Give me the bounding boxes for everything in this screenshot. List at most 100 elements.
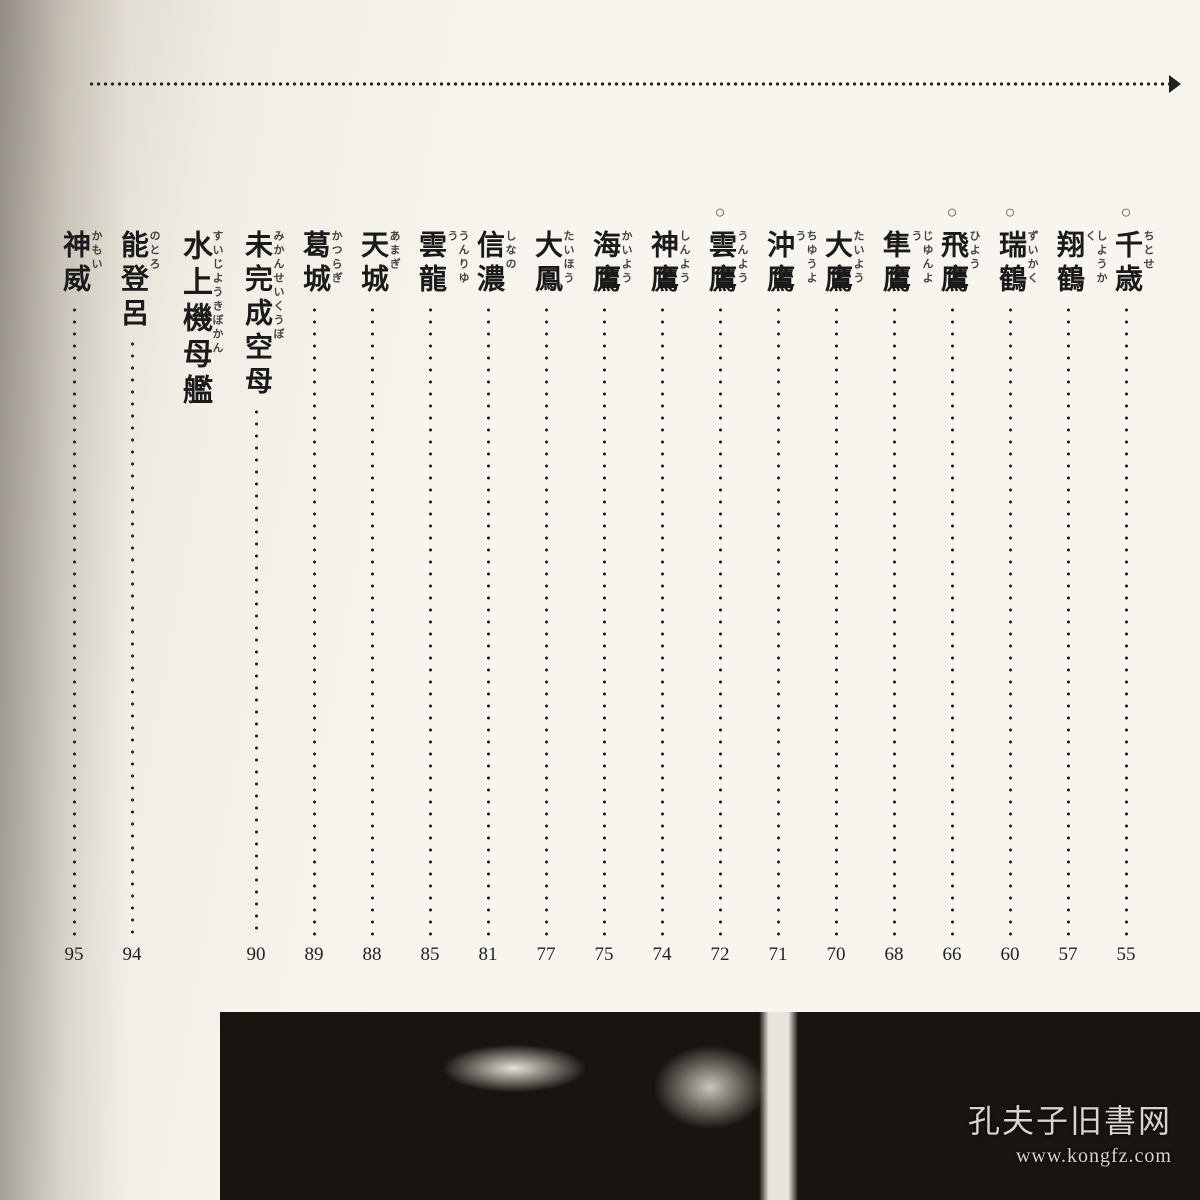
entry-kanji: 海鷹かいよう — [590, 230, 618, 298]
entry-kanji: 葛城かつらぎ — [300, 230, 328, 298]
entry-furigana: しようかく — [1084, 230, 1106, 298]
entry-page-number: 75 — [595, 944, 614, 966]
entry-page-number: 85 — [421, 944, 440, 966]
entry-furigana: ちとせ — [1142, 230, 1153, 272]
entry-furigana: かつらぎ — [330, 230, 341, 286]
watermark-url: www.kongfz.com — [968, 1143, 1172, 1170]
toc-entry: 海鷹かいよう 75 — [580, 230, 628, 966]
entry-kanji: 千歳ちとせ — [1112, 230, 1140, 298]
entry-page-number: 77 — [537, 944, 556, 966]
entry-mark: ○ — [947, 202, 958, 223]
entry-furigana: しんよう — [678, 230, 689, 286]
entry-furigana: かもい — [90, 230, 101, 272]
watermark: 孔夫子旧書网 www.kongfz.com — [968, 1100, 1172, 1170]
entry-page-number: 60 — [1001, 944, 1020, 966]
entry-kanji: 信濃しなの — [474, 230, 502, 298]
entry-kanji: 飛鷹ひよう — [938, 230, 966, 298]
toc-entry: 大鷹たいよう 70 — [812, 230, 860, 966]
entry-kanji: 雲鷹うんよう — [706, 230, 734, 298]
entry-page-number: 89 — [305, 944, 324, 966]
leader-dots — [108, 332, 156, 936]
toc-entry: ○雲鷹うんよう72 — [696, 230, 744, 966]
leader-dots — [580, 298, 628, 936]
entry-kanji: 水上機母艦すいじようきぼかん — [179, 230, 209, 410]
entry-furigana: うんりゆう — [446, 230, 468, 298]
entry-furigana: かいよう — [620, 230, 631, 286]
entry-page-number: 66 — [943, 944, 962, 966]
watermark-text: 孔夫子旧書网 — [968, 1100, 1172, 1143]
toc-entry: 神鷹しんよう 74 — [638, 230, 686, 966]
entry-page-number: 94 — [123, 944, 142, 966]
entry-furigana: しなの — [504, 230, 515, 272]
entry-page-number: 74 — [653, 944, 672, 966]
toc-entry: 隼鷹じゆんよう68 — [870, 230, 918, 966]
entry-furigana: ちゆうよう — [794, 230, 816, 298]
entry-furigana: たいよう — [852, 230, 863, 286]
entry-kanji: 未完成空母みかんせいくうぼ — [242, 230, 270, 400]
entry-mark: ○ — [1121, 202, 1132, 223]
entry-page-number: 57 — [1059, 944, 1078, 966]
entry-page-number: 90 — [247, 944, 266, 966]
leader-dots — [1102, 298, 1150, 936]
entry-page-number: 55 — [1117, 944, 1136, 966]
entry-kanji: 大鷹たいよう — [822, 230, 850, 298]
toc-entry: ○瑞鶴ずいかく60 — [986, 230, 1034, 966]
leader-dots — [1044, 298, 1092, 936]
entry-page-number: 70 — [827, 944, 846, 966]
entry-page-number: 81 — [479, 944, 498, 966]
entry-kanji: 雲龍うんりゆう — [416, 230, 444, 298]
leader-dots — [290, 298, 338, 936]
toc-entry: 大鳳たいほう 77 — [522, 230, 570, 966]
leader-dots — [522, 298, 570, 936]
toc-entry: 未完成空母みかんせいくうぼ 90 — [232, 230, 280, 966]
entry-page-number: 88 — [363, 944, 382, 966]
entry-page-number: 71 — [769, 944, 788, 966]
entry-furigana: ひよう — [968, 230, 979, 272]
entry-furigana: うんよう — [736, 230, 747, 286]
toc-entry: 能登呂のとろ 94 — [108, 230, 156, 966]
entry-kanji: 隼鷹じゆんよう — [880, 230, 908, 298]
entry-kanji: 能登呂のとろ — [118, 230, 146, 332]
table-of-contents: ○千歳ちとせ55翔鶴しようかく57○瑞鶴ずいかく60○飛鷹ひよう66隼鷹じゆんよ… — [0, 230, 1200, 966]
toc-entry: 翔鶴しようかく 57 — [1044, 230, 1092, 966]
leader-dots — [754, 298, 802, 936]
entry-furigana: ずいかく — [1026, 230, 1037, 286]
toc-entry: 天城あまぎ 88 — [348, 230, 396, 966]
entry-furigana: あまぎ — [388, 230, 399, 272]
entry-mark: ○ — [715, 202, 726, 223]
leader-dots — [464, 298, 512, 936]
leader-dots — [50, 298, 98, 936]
bottom-photo: 孔夫子旧書网 www.kongfz.com — [220, 1012, 1200, 1200]
toc-entry: 沖鷹ちゆうよう 71 — [754, 230, 802, 966]
entry-kanji: 大鳳たいほう — [532, 230, 560, 298]
toc-entry: 雲龍うんりゆう 85 — [406, 230, 454, 966]
entry-furigana: すいじようきぼかん — [211, 230, 222, 356]
entry-page-number: 72 — [711, 944, 730, 966]
entry-kanji: 天城あまぎ — [358, 230, 386, 298]
toc-entry: 神威かもい 95 — [50, 230, 98, 966]
leader-dots — [986, 298, 1034, 936]
entry-kanji: 神威かもい — [60, 230, 88, 298]
entry-furigana: じゆんよう — [910, 230, 932, 298]
leader-dots — [696, 298, 744, 936]
entry-furigana: のとろ — [148, 230, 159, 272]
decorative-border-top — [88, 82, 1175, 86]
leader-dots — [870, 298, 918, 936]
toc-section-heading: 水上機母艦すいじようきぼかん — [166, 230, 222, 966]
toc-entry: 信濃しなの 81 — [464, 230, 512, 966]
leader-dots — [812, 298, 860, 936]
page-scan: ○ 千歳ちとせ 55 翔鶴しようかく 57 ○ 瑞鶴ずいかく 60 ○ 飛鷹ひよう 66 隼鷹じゆんよ… — [0, 0, 1200, 1200]
toc-entry: ○飛鷹ひよう66 — [928, 230, 976, 966]
entry-kanji: 瑞鶴ずいかく — [996, 230, 1024, 298]
entry-kanji: 神鷹しんよう — [648, 230, 676, 298]
leader-dots — [928, 298, 976, 936]
entry-mark: ○ — [1005, 202, 1016, 223]
leader-dots — [638, 298, 686, 936]
toc-entry: ○千歳ちとせ55 — [1102, 230, 1150, 966]
entry-furigana: たいほう — [562, 230, 573, 286]
entry-kanji: 沖鷹ちゆうよう — [764, 230, 792, 298]
entry-kanji: 翔鶴しようかく — [1054, 230, 1082, 298]
leader-dots — [348, 298, 396, 936]
leader-dots — [232, 400, 280, 936]
entry-page-number: 95 — [65, 944, 84, 966]
